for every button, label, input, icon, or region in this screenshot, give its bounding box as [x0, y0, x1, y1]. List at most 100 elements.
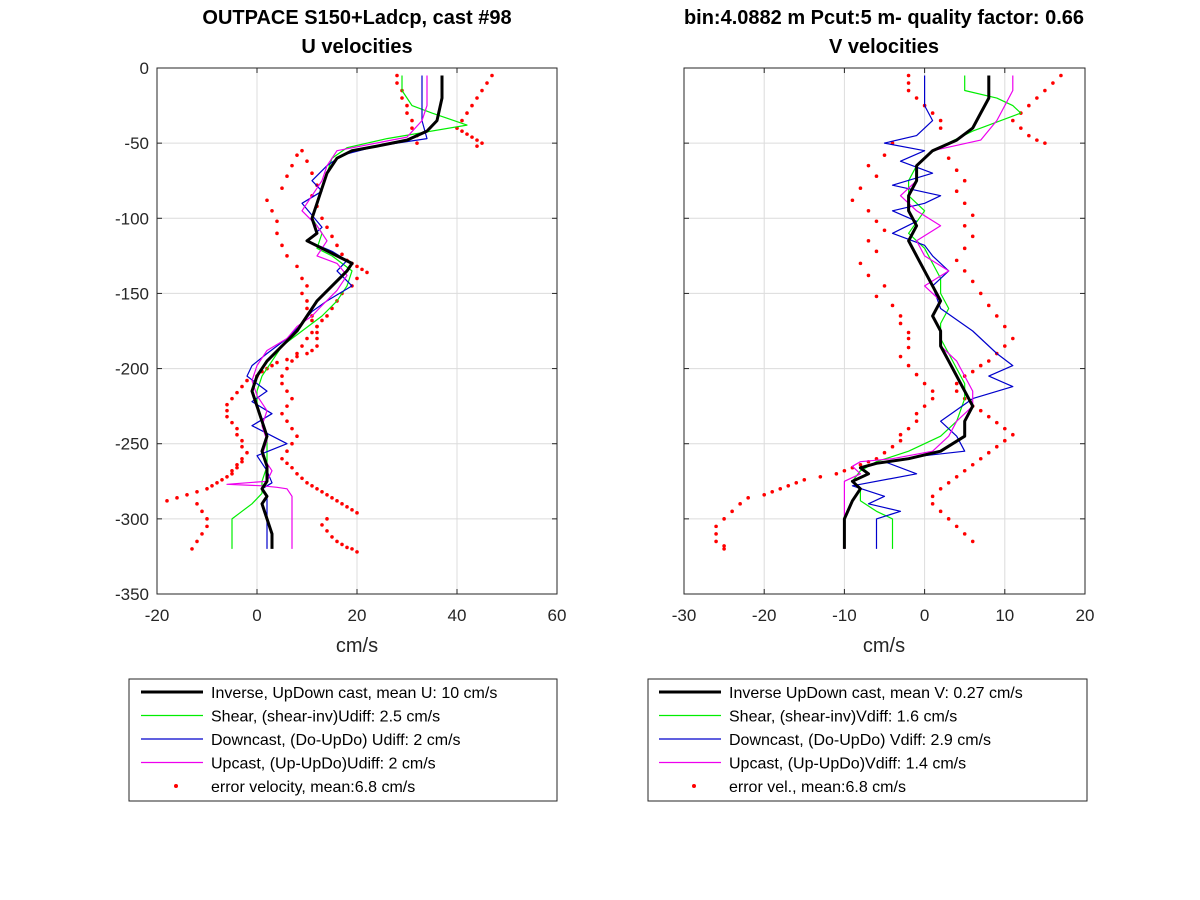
error-velocity-point: [340, 542, 344, 547]
error-velocity-point: [315, 336, 319, 341]
v-legend: Inverse UpDown cast, mean V: 0.27 cm/s Sh…: [647, 678, 1088, 802]
error-velocity-point: [290, 465, 294, 470]
error-velocity-point: [770, 490, 775, 494]
error-velocity-point: [305, 480, 309, 485]
error-velocity-point: [355, 264, 359, 269]
error-velocity-point: [310, 348, 314, 353]
error-velocity-point: [850, 198, 855, 203]
error-velocity-point: [300, 276, 304, 281]
error-velocity-point: [225, 414, 229, 419]
error-velocity-point: [962, 532, 967, 536]
error-velocity-point: [195, 502, 199, 506]
error-velocity-point: [460, 129, 464, 133]
error-velocity-point: [205, 487, 209, 491]
error-velocity-point: [786, 483, 791, 488]
error-velocity-point: [994, 444, 999, 449]
error-velocity-point: [280, 186, 284, 191]
y-tick-label: -100: [115, 209, 149, 228]
error-velocity-point: [335, 243, 339, 248]
error-velocity-point: [240, 456, 244, 461]
error-velocity-point: [355, 511, 359, 515]
error-velocity-point: [480, 141, 484, 145]
error-velocity-point: [335, 499, 339, 503]
v-plot-area: [714, 73, 1063, 551]
error-velocity-point: [285, 389, 289, 393]
v-x-axis-label: cm/s: [863, 635, 905, 657]
error-velocity-point: [295, 434, 299, 439]
error-velocity-point: [882, 228, 887, 233]
error-velocity-point: [970, 539, 975, 544]
error-velocity-point: [240, 438, 244, 443]
x-tick-label: -20: [752, 606, 777, 625]
error-velocity-point: [465, 111, 469, 115]
error-velocity-point: [1003, 426, 1007, 431]
x-tick-label: -20: [145, 606, 170, 625]
error-velocity-point: [746, 496, 750, 500]
u-tick-labels: -20 0 20 40 600-50-100-150-200-250-300-350: [115, 59, 566, 625]
error-velocity-point: [285, 461, 289, 466]
error-velocity-point: [898, 432, 903, 437]
error-velocity-point: [225, 402, 229, 407]
error-velocity-point: [970, 369, 975, 374]
error-velocity-point: [714, 532, 718, 536]
error-velocity-point: [874, 249, 879, 254]
u-legend-box: [128, 678, 558, 802]
error-velocity-point: [714, 524, 718, 529]
error-velocity-point: [355, 276, 359, 281]
error-velocity-point: [265, 198, 269, 203]
error-velocity-point: [275, 360, 279, 365]
error-velocity-point: [165, 499, 169, 503]
error-velocity-point: [722, 547, 726, 551]
error-velocity-point: [1003, 438, 1007, 443]
error-velocity-point: [325, 493, 329, 497]
error-velocity-point: [962, 246, 967, 251]
error-velocity-point: [914, 372, 919, 377]
error-velocity-point: [938, 118, 943, 123]
error-velocity-point: [954, 474, 959, 479]
error-velocity-point: [1011, 336, 1015, 341]
legend-label: error vel., mean:6.8 cm/s: [729, 779, 906, 796]
error-velocity-point: [1051, 81, 1055, 85]
error-velocity-point: [946, 156, 951, 160]
u-series-line-3: [226, 75, 428, 549]
error-velocity-point: [986, 414, 991, 419]
error-velocity-point: [722, 517, 726, 521]
error-velocity-point: [882, 450, 887, 455]
v-legend-box: [647, 678, 1088, 802]
error-velocity-point: [922, 404, 927, 408]
error-velocity-point: [906, 73, 911, 78]
error-velocity-point: [762, 493, 766, 497]
error-velocity-point: [914, 96, 919, 100]
error-velocity-point: [778, 487, 783, 491]
error-velocity-point: [300, 291, 304, 296]
error-velocity-point: [305, 284, 309, 288]
error-velocity-point: [986, 359, 991, 363]
error-velocity-point: [906, 330, 911, 335]
error-velocity-point: [898, 438, 903, 443]
error-velocity-point: [330, 535, 334, 539]
error-velocity-point: [906, 426, 911, 431]
error-velocity-point: [882, 153, 887, 157]
y-tick-label: -300: [115, 510, 149, 529]
error-velocity-point: [325, 529, 329, 533]
error-velocity-point: [305, 159, 309, 163]
y-tick-label: -50: [124, 134, 149, 153]
error-velocity-point: [906, 345, 911, 350]
error-velocity-point: [978, 456, 983, 461]
error-velocity-point: [285, 449, 289, 454]
error-velocity-point: [230, 468, 234, 473]
error-velocity-point: [285, 366, 289, 371]
error-velocity-point: [310, 318, 314, 323]
error-velocity-point: [290, 441, 294, 446]
error-velocity-point: [185, 493, 189, 497]
error-velocity-point: [295, 354, 299, 359]
error-velocity-point: [954, 258, 959, 263]
error-velocity-point: [866, 239, 871, 243]
error-velocity-point: [890, 444, 895, 449]
error-velocity-point: [295, 351, 299, 356]
u-series-group: [165, 73, 494, 554]
error-velocity-point: [195, 490, 199, 494]
error-velocity-point: [175, 496, 179, 500]
error-velocity-point: [270, 363, 274, 368]
error-velocity-point: [225, 408, 229, 413]
